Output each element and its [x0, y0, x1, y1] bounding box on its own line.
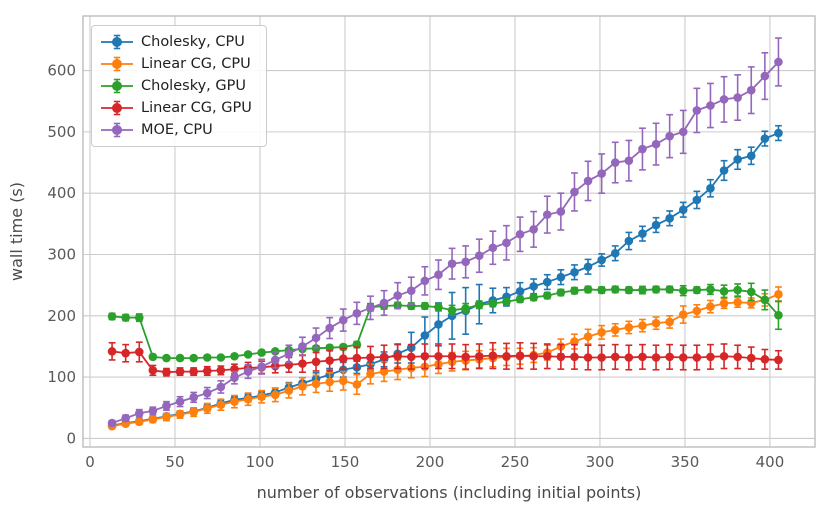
x-tick-labels: 0 50 100 150 200 250 300 350 400 [85, 453, 784, 471]
svg-text:150: 150 [331, 453, 360, 471]
svg-text:250: 250 [501, 453, 530, 471]
legend-item-linear-cg-gpu: Linear CG, GPU [100, 97, 252, 119]
x-axis-title: number of observations (including initia… [257, 483, 642, 502]
svg-text:0: 0 [66, 429, 76, 447]
gridlines [83, 16, 815, 447]
svg-text:100: 100 [246, 453, 275, 471]
legend-label: Cholesky, CPU [141, 34, 245, 50]
y-axis-title: wall time (s) [7, 182, 26, 281]
errorbar-marker-icon [101, 122, 133, 138]
svg-text:500: 500 [47, 123, 76, 141]
legend-item-cholesky-cpu: Cholesky, CPU [100, 31, 252, 53]
legend-item-linear-cg-cpu: Linear CG, CPU [100, 53, 252, 75]
errorbar-marker-icon [101, 78, 133, 94]
svg-text:0: 0 [85, 453, 95, 471]
errorbar-marker-icon [101, 34, 133, 50]
svg-text:600: 600 [47, 62, 76, 80]
svg-text:400: 400 [47, 184, 76, 202]
legend-item-moe-cpu: MOE, CPU [100, 119, 252, 141]
svg-text:350: 350 [671, 453, 700, 471]
errorbar-marker-icon [101, 100, 133, 116]
legend-label: MOE, CPU [141, 122, 213, 138]
legend: Cholesky, CPU Linear CG, CPU Cholesky, G… [91, 25, 267, 147]
legend-label: Linear CG, CPU [141, 56, 251, 72]
data-series [107, 37, 783, 431]
legend-item-cholesky-gpu: Cholesky, GPU [100, 75, 252, 97]
svg-text:200: 200 [416, 453, 445, 471]
svg-text:200: 200 [47, 307, 76, 325]
svg-text:300: 300 [47, 245, 76, 263]
legend-label: Linear CG, GPU [141, 100, 252, 116]
legend-label: Cholesky, GPU [141, 78, 246, 94]
svg-text:400: 400 [756, 453, 785, 471]
svg-text:50: 50 [165, 453, 184, 471]
svg-text:300: 300 [586, 453, 615, 471]
svg-text:100: 100 [47, 368, 76, 386]
plot-border [82, 15, 816, 448]
y-tick-labels: 0 100 200 300 400 500 600 [47, 62, 76, 448]
errorbar-marker-icon [101, 56, 133, 72]
